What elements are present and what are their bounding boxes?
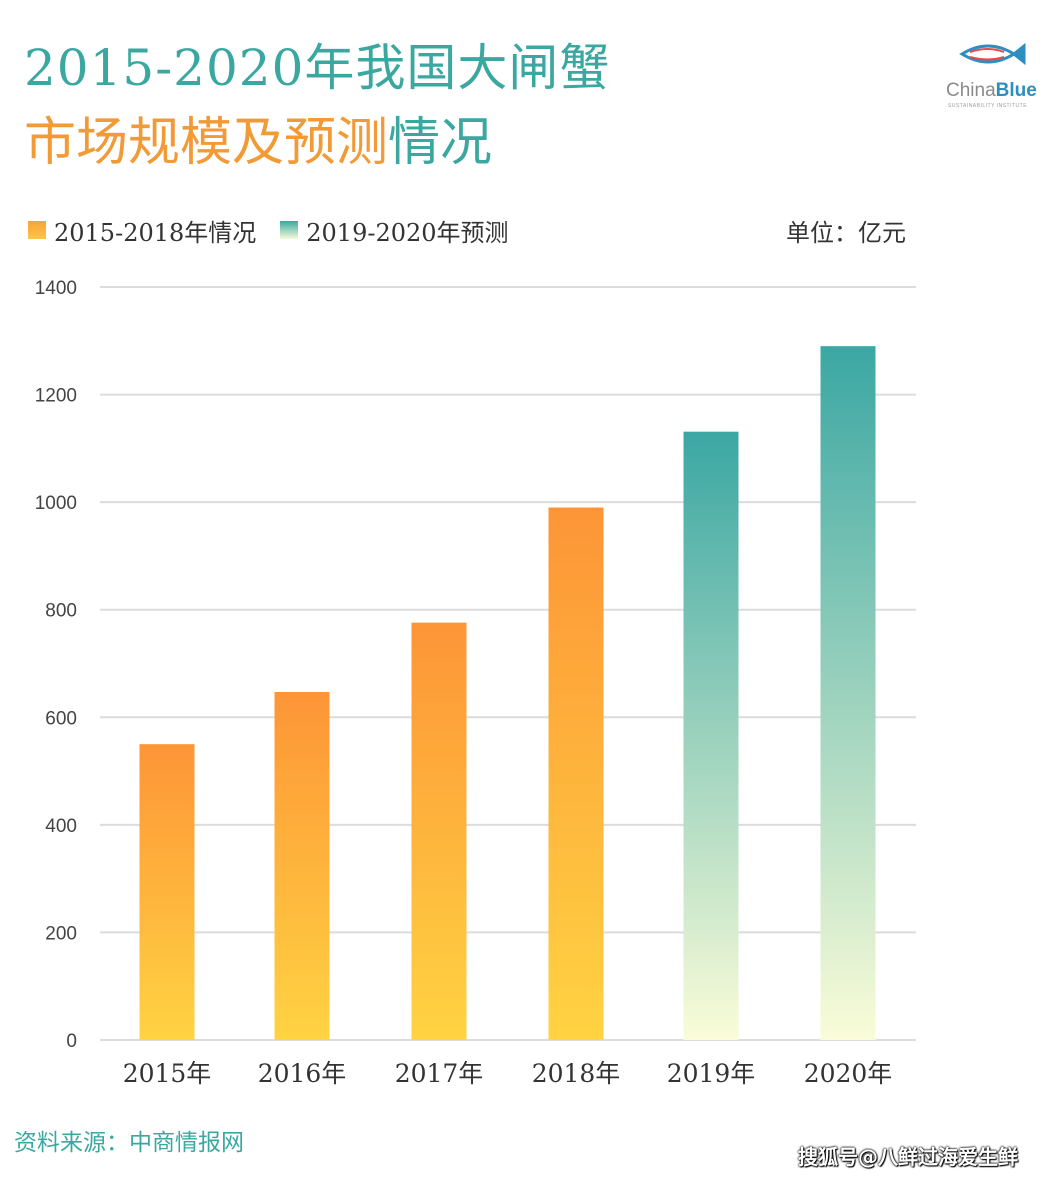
- legend-swatch-actual: [28, 221, 46, 239]
- legend-label-actual: 2015-2018年情况: [54, 218, 257, 247]
- y-tick-label: 0: [66, 1031, 77, 1052]
- x-tick-label: 2015年: [123, 1059, 212, 1088]
- legend-label-forecast: 2019-2020年预测: [306, 218, 509, 247]
- chart-legend: 2015-2018年情况 2019-2020年预测: [28, 213, 509, 247]
- y-tick-label: 200: [45, 923, 77, 944]
- title-rest: 情况: [388, 113, 493, 173]
- fish-logo-icon: [959, 42, 1026, 66]
- x-tick-label: 2016年: [258, 1059, 347, 1088]
- logo-brand-bold: Blue: [995, 80, 1037, 101]
- unit-label: 单位：亿元: [786, 219, 906, 247]
- y-tick-label: 600: [45, 708, 77, 729]
- bar-2019年: [683, 431, 739, 1040]
- x-tick-label: 2018年: [532, 1059, 621, 1088]
- logo-brand-light: China: [946, 80, 996, 101]
- bar-2015年: [139, 744, 195, 1040]
- x-tick-label: 2020年: [804, 1059, 893, 1088]
- bar-2018年: [548, 507, 604, 1040]
- chart-title-line2: 市场规模及预测情况: [24, 100, 492, 175]
- bar-2020年: [820, 346, 876, 1040]
- watermark: 搜狐号@八鲜过海爱生鲜: [798, 1145, 1018, 1169]
- x-tick-label: 2017年: [395, 1059, 484, 1088]
- legend-swatch-forecast: [280, 221, 299, 239]
- y-tick-label: 800: [45, 601, 77, 622]
- title-highlight: 市场规模及预测: [24, 113, 389, 173]
- y-tick-label: 1200: [35, 386, 77, 407]
- x-tick-label: 2019年: [667, 1059, 756, 1088]
- chart-title-line1: 2015-2020年我国大闸蟹: [24, 39, 611, 97]
- source-note: 资料来源：中商情报网: [14, 1130, 244, 1156]
- bar-2016年: [274, 692, 330, 1040]
- logo-text: ChinaBlue: [946, 80, 1037, 102]
- y-tick-label: 1000: [35, 493, 77, 514]
- bar-2017年: [411, 622, 467, 1040]
- y-tick-label: 400: [45, 816, 77, 837]
- logo-tagline: SUSTAINABILITY INSTITUTE: [948, 103, 1028, 109]
- y-tick-label: 1400: [35, 278, 77, 299]
